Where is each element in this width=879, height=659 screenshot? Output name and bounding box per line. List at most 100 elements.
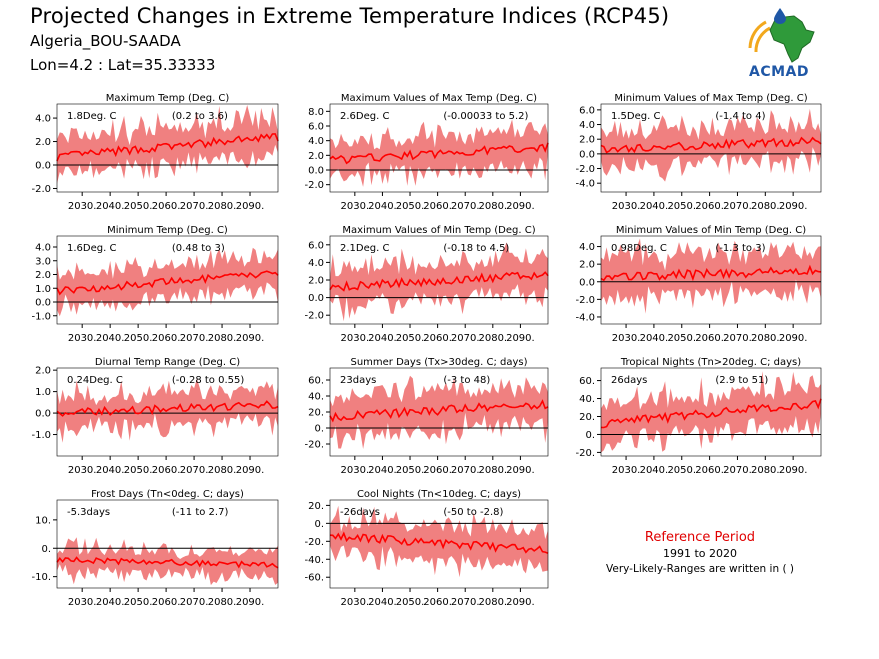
x-tick-label: 2090. <box>506 597 535 608</box>
mean-line <box>600 398 822 429</box>
y-tick-label: 4.0 <box>35 243 51 254</box>
x-tick-label: 2040. <box>368 597 397 608</box>
y-tick-label: 60. <box>579 376 595 387</box>
y-tick-label: 20. <box>308 408 324 419</box>
y-tick-label: 60. <box>308 376 324 387</box>
x-tick-label: 2050. <box>124 201 153 212</box>
y-tick-label: 0. <box>314 424 324 435</box>
y-tick-label: 0.0 <box>308 166 324 177</box>
reference-legend: Reference Period 1991 to 2020 Very-Likel… <box>595 530 805 575</box>
y-tick-label: 8.0 <box>308 107 324 118</box>
x-tick-label: 2080. <box>478 465 507 476</box>
x-tick-label: 2070. <box>451 465 480 476</box>
plot-frame <box>600 103 822 193</box>
plot-frame <box>56 367 279 457</box>
mean-line <box>329 271 549 292</box>
y-tick-label: 2.0 <box>579 260 595 271</box>
x-tick-label: 2050. <box>396 465 425 476</box>
y-tick-label: 1.0 <box>35 387 51 398</box>
x-tick-label: 2080. <box>751 333 780 344</box>
x-tick-label: 2080. <box>208 333 237 344</box>
y-tick-label: 20. <box>579 412 595 423</box>
y-tick-label: 4.0 <box>35 114 51 125</box>
x-tick-label: 2030. <box>612 201 641 212</box>
mean-line <box>600 136 822 154</box>
x-tick-label: 2090. <box>779 201 808 212</box>
y-tick-label: -2.0 <box>575 295 595 306</box>
y-tick-label: 2.0 <box>35 137 51 148</box>
panel-title: Minimum Values of Min Temp (Deg. C) <box>616 225 806 236</box>
y-tick-label: 40. <box>579 394 595 405</box>
x-tick-label: 2060. <box>695 465 724 476</box>
y-tick-label: 40. <box>308 392 324 403</box>
chart-panel-5: -2.0 0.0 2.0 4.0 6.0 2030.2040.2050.2060.2070… <box>304 225 549 344</box>
page-title: Projected Changes in Extreme Temperature… <box>30 4 670 28</box>
reference-note: Very-Likely-Ranges are written in ( ) <box>606 563 794 575</box>
x-tick-label: 2080. <box>478 333 507 344</box>
y-tick-label: 0.0 <box>35 409 51 420</box>
x-tick-label: 2030. <box>612 465 641 476</box>
panel-title: Frost Days (Tn<0deg. C; days) <box>91 489 244 500</box>
x-tick-label: 2070. <box>723 465 752 476</box>
plot-frame <box>56 103 279 193</box>
y-tick-label: 2.0 <box>308 276 324 287</box>
mean-change-value: 2.1Deg. C <box>340 243 389 254</box>
x-tick-label: 2060. <box>423 333 452 344</box>
x-tick-label: 2050. <box>396 333 425 344</box>
y-tick-label: -2.0 <box>304 180 324 191</box>
y-tick-label: 2.0 <box>35 366 51 377</box>
y-tick-label: 4.0 <box>308 136 324 147</box>
x-tick-label: 2070. <box>451 201 480 212</box>
y-tick-label: 4.0 <box>579 120 595 131</box>
likely-range-value: (-1.4 to 4) <box>715 111 765 122</box>
x-tick-label: 2070. <box>180 597 209 608</box>
x-tick-label: 2030. <box>341 201 370 212</box>
x-tick-label: 2050. <box>396 201 425 212</box>
y-tick-label: 2.0 <box>579 135 595 146</box>
mean-change-value: 1.6Deg. C <box>67 243 116 254</box>
y-tick-label: 2.0 <box>308 151 324 162</box>
mean-line <box>56 270 279 296</box>
chart-panel-10: -10. 0. 10. 2030. 2040. 2050. 2060. 2070. 2080. 2… <box>31 489 279 608</box>
x-tick-label: 2030. <box>68 333 97 344</box>
mean-line <box>56 556 279 569</box>
mean-change-value: -5.3days <box>67 507 110 518</box>
range-band <box>57 247 278 317</box>
mean-change-value: 0.24Deg. C <box>67 375 123 386</box>
x-tick-label: 2090. <box>506 201 535 212</box>
mean-change-value: 0.98Deg. C <box>611 243 667 254</box>
panel-title: Tropical Nights (Tn>20deg. C; days) <box>620 357 801 368</box>
x-tick-label: 2040. <box>640 465 669 476</box>
x-tick-label: 2040. <box>640 201 669 212</box>
y-tick-label: 6.0 <box>308 122 324 133</box>
x-tick-label: 2080. <box>208 465 237 476</box>
x-tick-label: 2090. <box>236 597 265 608</box>
likely-range-value: (-3 to 48) <box>443 375 490 386</box>
y-tick-label: 10. <box>35 515 51 526</box>
x-tick-label: 2080. <box>751 201 780 212</box>
panel-title: Minimum Temp (Deg. C) <box>107 225 228 236</box>
x-tick-label: 2080. <box>751 465 780 476</box>
mean-change-value: -26days <box>340 507 380 518</box>
station-name: Algeria_BOU-SAADA <box>30 32 181 50</box>
x-tick-label: 2050. <box>124 597 153 608</box>
x-tick-label: 2030. <box>612 333 641 344</box>
mean-change-value: 2.6Deg. C <box>340 111 389 122</box>
x-tick-label: 2060. <box>423 465 452 476</box>
x-tick-label: 2030. <box>68 465 97 476</box>
x-tick-label: 2060. <box>695 201 724 212</box>
x-tick-label: 2090. <box>236 465 265 476</box>
panel-title: Maximum Values of Max Temp (Deg. C) <box>341 93 537 104</box>
acmad-logo: ACMAD <box>736 8 822 86</box>
x-tick-label: 2050. <box>396 597 425 608</box>
likely-range-value: (0.2 to 3.6) <box>172 111 228 122</box>
x-tick-label: 2050. <box>667 465 696 476</box>
x-tick-label: 2060. <box>423 597 452 608</box>
likely-range-value: (0.48 to 3) <box>172 243 225 254</box>
panel-title: Maximum Temp (Deg. C) <box>106 93 230 104</box>
y-tick-label: -2.0 <box>575 164 595 175</box>
chart-panel-3: -4.0 -2.0 0.0 2.0 4.0 6.0 2030. 2040. 2050. 2060.… <box>575 93 822 212</box>
y-tick-label: 6.0 <box>579 105 595 116</box>
y-tick-label: -2.0 <box>304 311 324 322</box>
